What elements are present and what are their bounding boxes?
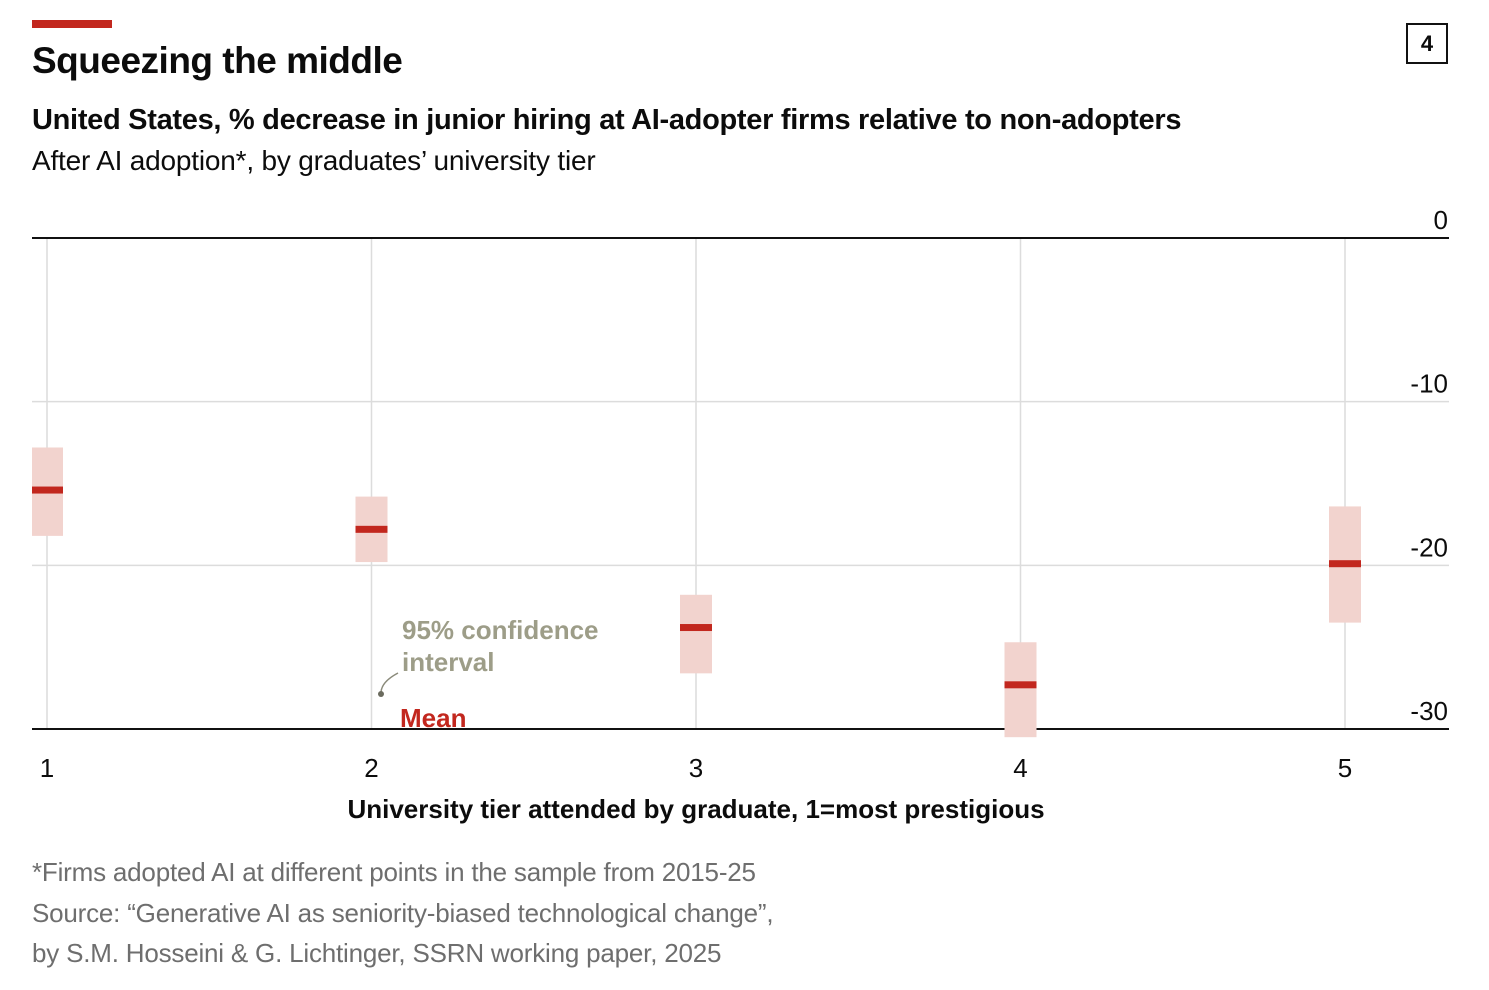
source-line-2: by S.M. Hosseini & G. Lichtinger, SSRN w… [32, 938, 722, 968]
x-tick-label: 3 [689, 753, 703, 783]
y-tick-label: -10 [1410, 369, 1448, 399]
ci-annotation-line2: interval [402, 647, 495, 677]
mean-annotation: Mean [400, 703, 466, 733]
ci-band-3 [680, 594, 712, 674]
footnote: *Firms adopted AI at different points in… [32, 857, 756, 887]
x-axis-title: University tier attended by graduate, 1=… [347, 794, 1044, 824]
accent-bar [32, 20, 112, 28]
x-tick-label: 4 [1013, 753, 1027, 783]
ci-annotation-leader [380, 672, 399, 694]
ci-annotation-dot [378, 691, 384, 697]
ci-band-4 [1004, 642, 1037, 738]
mean-marker-5 [1329, 560, 1361, 568]
source-line-1: Source: “Generative AI as seniority-bias… [32, 898, 774, 928]
mean-marker-1 [32, 486, 63, 494]
label-layer: 0 -10 -20 -30 1 2 3 4 5 [40, 205, 1448, 783]
mean-layer [32, 486, 1361, 689]
ci-annotation-line1: 95% confidence [402, 615, 599, 645]
chart-title: Squeezing the middle [32, 40, 403, 81]
chart-subtitle-detail: After AI adoption*, by graduates’ univer… [32, 145, 596, 176]
mean-marker-3 [680, 624, 712, 632]
y-tick-label: -20 [1410, 532, 1448, 562]
chart-plot: 0-10-20-301 2 3 4 5 95% confidence interval … [32, 205, 1449, 824]
y-tick-label: -30 [1410, 696, 1448, 726]
x-tick-label: 1 [40, 753, 54, 783]
mean-marker-4 [1004, 681, 1037, 689]
mean-marker-2 [355, 525, 388, 533]
chart-number-badge: 4 [1406, 23, 1448, 64]
y-tick-label: 0 [1434, 205, 1448, 235]
chart-subtitle: United States, % decrease in junior hiri… [32, 104, 1182, 136]
x-tick-label: 5 [1338, 753, 1352, 783]
x-tick-label: 2 [364, 753, 378, 783]
grid-layer [32, 237, 1449, 730]
